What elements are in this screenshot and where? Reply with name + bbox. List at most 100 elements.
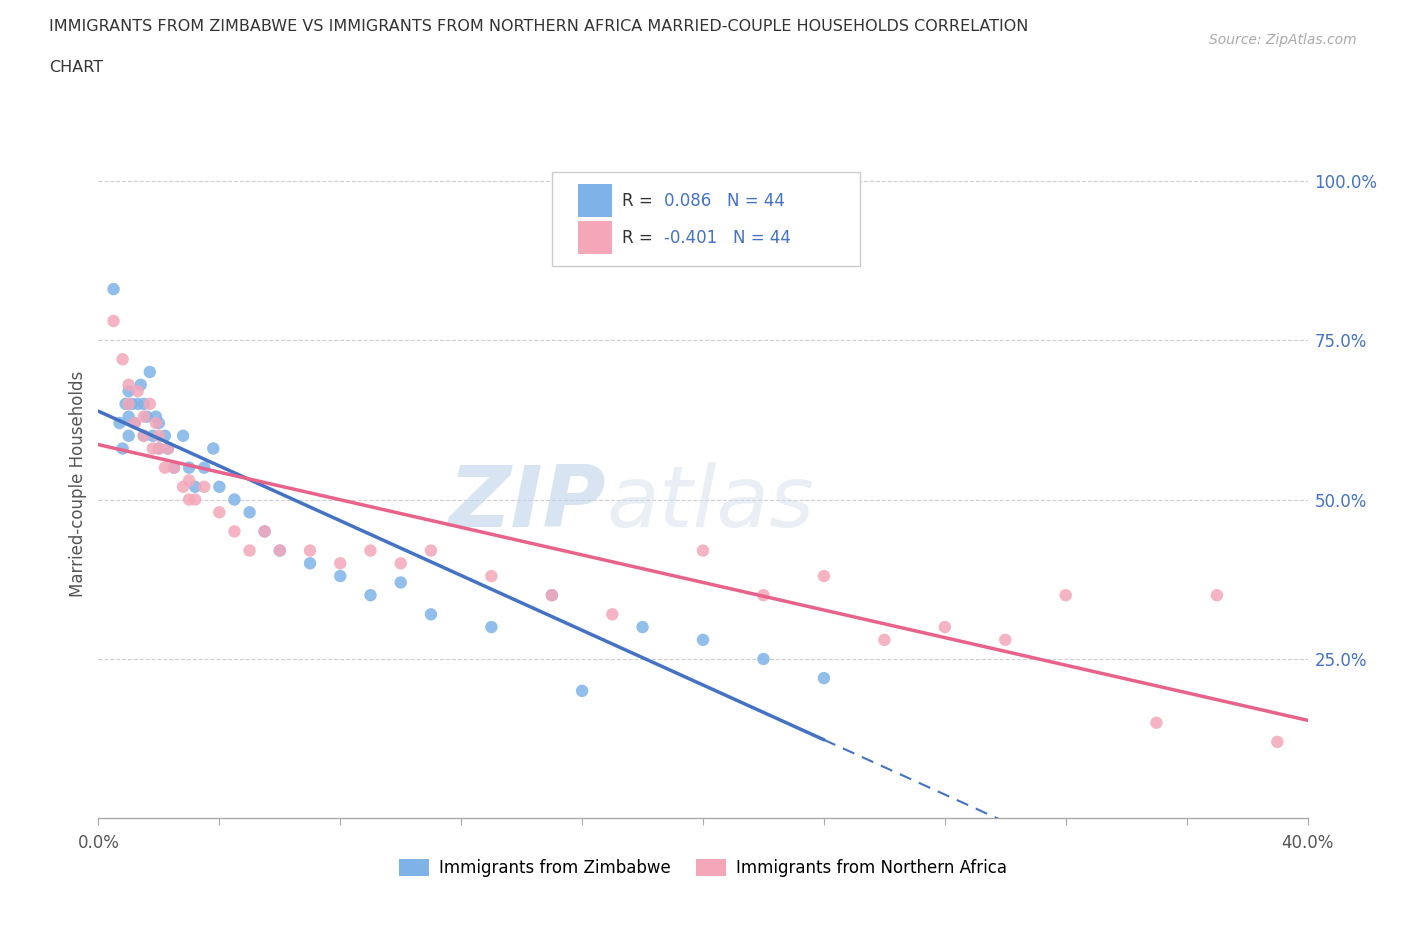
Point bbox=[253, 524, 276, 538]
Point bbox=[389, 556, 412, 571]
Point bbox=[1206, 588, 1229, 603]
Point bbox=[813, 568, 835, 583]
Point bbox=[360, 543, 382, 558]
Point bbox=[135, 409, 157, 424]
Point bbox=[540, 588, 562, 603]
Point bbox=[142, 441, 165, 456]
Point bbox=[179, 492, 201, 507]
Point bbox=[163, 460, 186, 475]
Text: 0.086   N = 44: 0.086 N = 44 bbox=[664, 192, 785, 209]
Text: -0.401   N = 44: -0.401 N = 44 bbox=[664, 229, 792, 246]
Point bbox=[224, 524, 246, 538]
Point bbox=[299, 543, 322, 558]
Text: IMMIGRANTS FROM ZIMBABWE VS IMMIGRANTS FROM NORTHERN AFRICA MARRIED-COUPLE HOUSE: IMMIGRANTS FROM ZIMBABWE VS IMMIGRANTS F… bbox=[49, 19, 1029, 33]
Point bbox=[752, 588, 775, 603]
Bar bbox=[578, 184, 613, 218]
Point bbox=[184, 492, 207, 507]
Point bbox=[420, 543, 443, 558]
Point bbox=[481, 568, 503, 583]
Point bbox=[124, 416, 146, 431]
Point bbox=[1054, 588, 1077, 603]
Point bbox=[208, 479, 231, 494]
Point bbox=[108, 416, 131, 431]
Point bbox=[153, 460, 176, 475]
Point bbox=[692, 632, 714, 647]
Text: ZIP: ZIP bbox=[449, 462, 606, 545]
Point bbox=[1267, 735, 1289, 750]
Point bbox=[124, 416, 146, 431]
Point bbox=[111, 352, 134, 366]
Point bbox=[118, 396, 141, 411]
FancyBboxPatch shape bbox=[551, 172, 860, 266]
Point bbox=[148, 429, 170, 444]
Bar bbox=[578, 220, 613, 254]
Point bbox=[163, 460, 186, 475]
Point bbox=[269, 543, 291, 558]
Point bbox=[156, 441, 179, 456]
Point bbox=[103, 313, 125, 328]
Point bbox=[132, 429, 155, 444]
Y-axis label: Married-couple Households: Married-couple Households bbox=[69, 370, 87, 597]
Point bbox=[208, 505, 231, 520]
Point bbox=[118, 378, 141, 392]
Point bbox=[934, 619, 956, 634]
Point bbox=[139, 365, 162, 379]
Point bbox=[239, 543, 262, 558]
Point bbox=[329, 556, 352, 571]
Point bbox=[420, 607, 443, 622]
Point bbox=[153, 429, 176, 444]
Point bbox=[103, 282, 125, 297]
Point bbox=[179, 473, 201, 488]
Point bbox=[111, 441, 134, 456]
Point bbox=[139, 396, 162, 411]
Point bbox=[540, 588, 562, 603]
Point bbox=[142, 429, 165, 444]
Point bbox=[156, 441, 179, 456]
Text: CHART: CHART bbox=[49, 60, 103, 75]
Point bbox=[360, 588, 382, 603]
Point bbox=[602, 607, 624, 622]
Point bbox=[752, 652, 775, 667]
Point bbox=[114, 396, 136, 411]
Point bbox=[132, 429, 155, 444]
Point bbox=[121, 396, 143, 411]
Point bbox=[813, 671, 835, 685]
Point bbox=[1144, 715, 1167, 730]
Point bbox=[184, 479, 207, 494]
Point bbox=[873, 632, 896, 647]
Point bbox=[172, 479, 194, 494]
Point bbox=[481, 619, 503, 634]
Point bbox=[571, 684, 593, 698]
Point bbox=[193, 460, 215, 475]
Point bbox=[118, 429, 141, 444]
Point bbox=[145, 409, 167, 424]
Point bbox=[202, 441, 225, 456]
Point bbox=[148, 441, 170, 456]
Point bbox=[118, 384, 141, 399]
Point bbox=[127, 396, 149, 411]
Point bbox=[994, 632, 1017, 647]
Text: atlas: atlas bbox=[606, 462, 814, 545]
Point bbox=[193, 479, 215, 494]
Point bbox=[132, 409, 155, 424]
Point bbox=[389, 575, 412, 590]
Point bbox=[129, 378, 152, 392]
Point bbox=[692, 543, 714, 558]
Point bbox=[299, 556, 322, 571]
Point bbox=[127, 384, 149, 399]
Point bbox=[253, 524, 276, 538]
Point bbox=[145, 416, 167, 431]
Point bbox=[269, 543, 291, 558]
Point bbox=[148, 416, 170, 431]
Point bbox=[172, 429, 194, 444]
Point bbox=[329, 568, 352, 583]
Point bbox=[631, 619, 654, 634]
Text: Source: ZipAtlas.com: Source: ZipAtlas.com bbox=[1209, 33, 1357, 46]
Point bbox=[148, 441, 170, 456]
Point bbox=[179, 460, 201, 475]
Text: R =: R = bbox=[621, 192, 658, 209]
Point bbox=[132, 396, 155, 411]
Point bbox=[118, 409, 141, 424]
Point bbox=[239, 505, 262, 520]
Text: R =: R = bbox=[621, 229, 658, 246]
